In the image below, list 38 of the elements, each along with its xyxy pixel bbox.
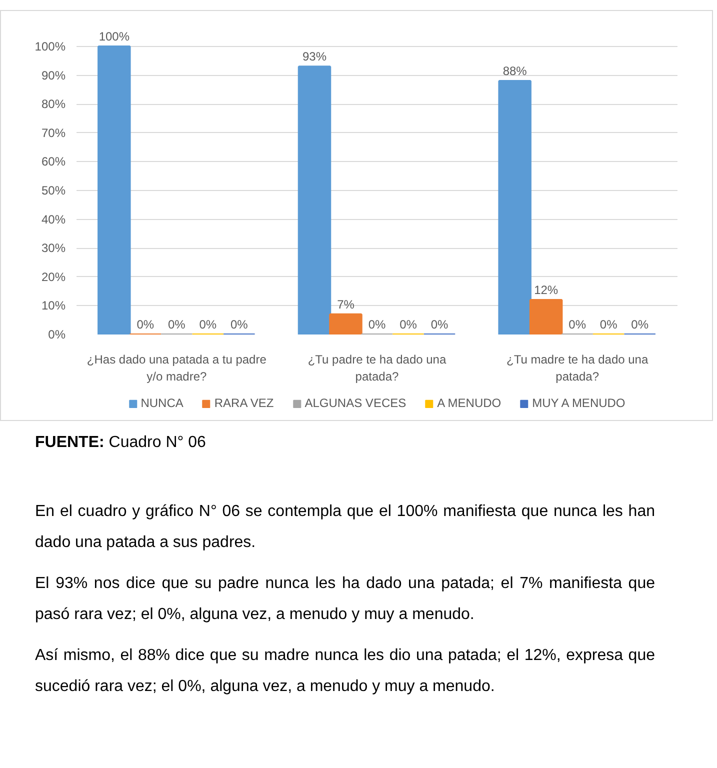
data-label: 0% [568,318,586,332]
data-label: 0% [400,318,418,332]
data-label: 93% [302,50,327,64]
text: Así mismo, el 88% dice que su madre nunca les dio una patada; el 12%, expresa que sucedió rara vez; el 0%, alguna vez, a menudo y muy a menudo. [35,646,655,697]
y-tick-label: 30% [41,241,66,256]
x-tick-label: ¿Has dado una patada a tu padre y/o madre? [86,352,267,384]
x-tick-label: ¿Tu madre te ha dado una patada? [506,352,648,384]
legend-label: NUNCA [140,396,184,410]
data-label: 12% [534,282,558,297]
text: En el cuadro y gráfico N° 06 se contempla que el 100% manifiesta que nunca les han dado una patada a sus padres. [35,502,655,553]
data-label: 88% [502,64,528,78]
y-tick-label: 80% [41,97,66,112]
y-tick-label: 100% [34,40,66,54]
y-tick-label: 20% [41,270,66,284]
data-label: 0% [168,318,186,332]
data-label: 0% [368,318,386,332]
data-label: 0% [199,318,217,332]
y-tick-label: 50% [41,184,66,198]
y-tick-label: 60% [41,154,66,169]
y-tick-label: 90% [41,68,66,82]
legend-label: RARA VEZ [214,396,274,410]
data-label: 0% [430,318,449,332]
text: El 93% nos dice que su padre nunca les ha dado una patada; el 7% manifiesta que pasó rara vez; el 0%, alguna vez, a menudo y muy a menudo. [35,574,655,625]
data-label: 100% [98,30,130,44]
y-tick-label: 0% [48,328,66,342]
data-label: 0% [230,318,248,332]
source-note: FUENTE: Cuadro N° 06 [35,433,207,453]
data-label: 0% [600,318,618,332]
data-label: 0% [136,318,154,332]
data-label: 0% [631,318,649,332]
y-tick-label: 10% [41,298,66,313]
legend-label: A MENUDO [437,396,502,410]
x-tick-label: ¿Tu padre te ha dado una patada? [308,352,446,384]
legend-label: ALGUNAS VECES [304,396,406,410]
y-tick-label: 40% [41,212,66,226]
data-label: 7% [337,297,355,312]
legend-label: MUY A MENUDO [532,396,626,410]
y-tick-label: 70% [41,126,66,140]
